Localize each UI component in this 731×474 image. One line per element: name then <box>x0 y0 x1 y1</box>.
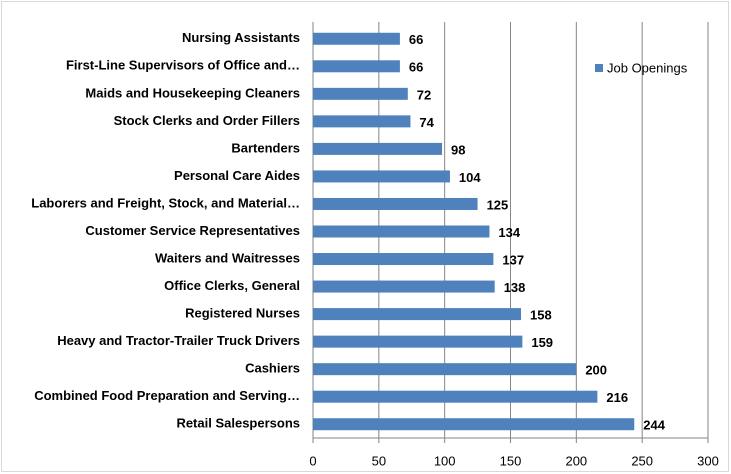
bar <box>313 32 400 45</box>
y-tick-label: Nursing Assistants <box>182 30 300 45</box>
x-tick-label: 250 <box>631 453 653 468</box>
y-tick-label: Combined Food Preparation and Serving… <box>34 388 300 403</box>
x-tick-label: 100 <box>434 453 456 468</box>
bar <box>313 60 400 73</box>
bar <box>313 418 635 431</box>
y-tick-label: Laborers and Freight, Stock, and Materia… <box>31 195 300 210</box>
data-label: 138 <box>504 280 526 295</box>
x-tick-label: 200 <box>565 453 587 468</box>
y-tick-label: Cashiers <box>245 361 300 376</box>
data-label: 98 <box>451 142 465 157</box>
data-label: 244 <box>643 418 665 433</box>
data-label: 66 <box>409 32 423 47</box>
data-label: 104 <box>459 170 481 185</box>
y-tick-label: Maids and Housekeeping Cleaners <box>85 85 300 100</box>
legend-swatch <box>595 64 603 72</box>
data-label: 200 <box>585 363 607 378</box>
y-tick-label: Waiters and Waitresses <box>155 250 300 265</box>
bar <box>313 87 408 100</box>
y-tick-label: Office Clerks, General <box>164 278 300 293</box>
y-tick-label: Heavy and Tractor-Trailer Truck Drivers <box>57 333 300 348</box>
data-label: 158 <box>530 308 552 323</box>
data-label: 159 <box>531 335 553 350</box>
y-tick-label: Retail Salespersons <box>176 416 300 431</box>
x-tick-label: 150 <box>500 453 522 468</box>
y-tick-label: Stock Clerks and Order Fillers <box>114 113 300 128</box>
data-label: 216 <box>606 390 628 405</box>
data-label: 137 <box>502 252 524 267</box>
x-tick-label: 50 <box>372 453 386 468</box>
legend-label: Job Openings <box>607 60 688 75</box>
y-tick-label: Customer Service Representatives <box>85 223 300 238</box>
data-label: 66 <box>409 60 423 75</box>
data-label: 72 <box>417 87 431 102</box>
bar <box>313 225 490 238</box>
y-tick-label: Registered Nurses <box>185 306 300 321</box>
bar <box>313 363 577 376</box>
bar <box>313 253 494 266</box>
data-label: 134 <box>498 225 520 240</box>
bar <box>313 170 450 183</box>
x-tick-label: 0 <box>309 453 316 468</box>
data-label: 74 <box>419 115 434 130</box>
y-tick-label: First-Line Supervisors of Office and… <box>66 58 300 73</box>
y-tick-label: Bartenders <box>231 140 300 155</box>
bar <box>313 390 598 403</box>
bar <box>313 197 478 210</box>
bar <box>313 335 523 348</box>
bar <box>313 308 522 321</box>
bar <box>313 142 443 155</box>
y-tick-label: Personal Care Aides <box>174 168 300 183</box>
data-label: 125 <box>487 197 509 212</box>
bar <box>313 280 495 293</box>
x-tick-label: 300 <box>697 453 719 468</box>
bar <box>313 115 411 128</box>
